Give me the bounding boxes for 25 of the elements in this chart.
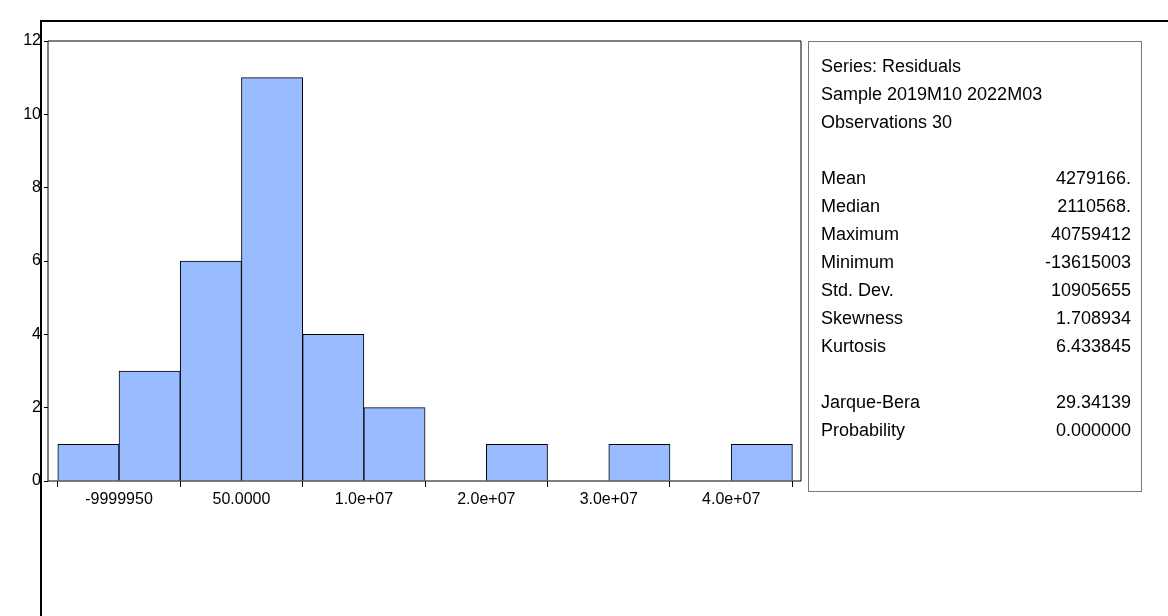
text: Jarque-Bera 29.34139 (821, 392, 1131, 412)
x-tick-label: 4.0e+07 (702, 490, 761, 508)
text: Mean 4279166. (821, 168, 1131, 188)
x-tick-label: 1.0e+07 (334, 490, 394, 508)
y-tick-label: 4 (32, 324, 42, 342)
x-tick-label: 3.0e+07 (579, 490, 639, 508)
y-tick-label: 6 (32, 251, 42, 269)
y-tick-label: 0 (32, 471, 42, 489)
text: Std. Dev. 10905655 (821, 280, 1131, 300)
text: Probability 0.000000 (821, 420, 1131, 440)
text: Median 2110568. (821, 196, 1131, 216)
x-tick-label: -9999950 (85, 490, 153, 508)
text: Kurtosis 6.433845 (821, 336, 1131, 356)
text: Series: Residuals (821, 55, 963, 78)
text: Maximum 40759412 (821, 224, 1131, 244)
text: Minimum -13615003 (821, 252, 1131, 272)
y-tick-label: 2 (32, 398, 42, 416)
y-tick-label: 12 (23, 31, 42, 49)
text: Sample 2019M10 2022M03 (821, 83, 1044, 106)
text: Skewness 1.708934 (821, 308, 1131, 328)
text: Observations 30 (821, 111, 954, 134)
y-tick-label: 10 (23, 104, 42, 122)
y-tick-label: 8 (32, 178, 42, 196)
x-tick-label: 50.0000 (212, 490, 271, 508)
x-tick-label: 2.0e+07 (457, 490, 516, 508)
